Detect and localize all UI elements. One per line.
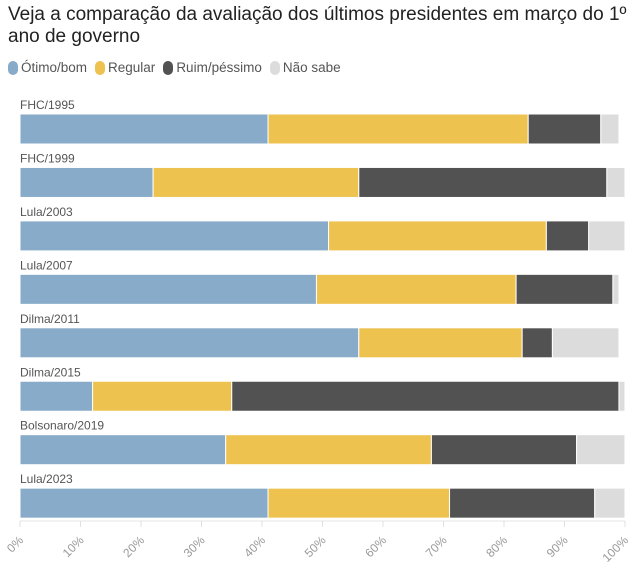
- legend-label-otimo-bom: Ótimo/bom: [21, 60, 88, 75]
- bar-segment[interactable]: [527, 113, 602, 145]
- legend-label-regular: Regular: [108, 60, 156, 75]
- bar-segment[interactable]: [267, 113, 529, 145]
- category-label: Lula/2023: [20, 472, 73, 486]
- legend-swatch-ruim-pessimo: [163, 60, 174, 75]
- x-tick-label: 30%: [181, 533, 208, 560]
- category-label: Dilma/2011: [20, 312, 80, 326]
- bar-segment[interactable]: [430, 434, 578, 466]
- bar-segment[interactable]: [152, 166, 360, 198]
- bar-segment[interactable]: [19, 434, 227, 466]
- bar-segment[interactable]: [606, 166, 626, 198]
- x-tick-label: 50%: [302, 533, 329, 560]
- bar-segment[interactable]: [551, 327, 620, 359]
- bar-segment[interactable]: [545, 220, 590, 252]
- x-tick-label: 20%: [120, 533, 147, 560]
- bar-segment[interactable]: [358, 327, 523, 359]
- bar-segment[interactable]: [19, 487, 269, 519]
- bar-segment[interactable]: [315, 273, 517, 305]
- legend-item-ruim-pessimo[interactable]: Ruim/péssimo: [163, 60, 262, 75]
- bar-segment[interactable]: [612, 273, 620, 305]
- chart-title: Veja a comparação da avaliação dos últim…: [8, 4, 627, 47]
- legend-item-otimo-bom[interactable]: Ótimo/bom: [8, 60, 87, 75]
- bar-segment[interactable]: [19, 380, 94, 412]
- legend: Ótimo/bom Regular Ruim/péssimo Não sabe: [8, 60, 341, 75]
- bar-segment[interactable]: [594, 487, 626, 519]
- legend-swatch-otimo-bom: [8, 60, 18, 75]
- bar-segment[interactable]: [588, 220, 626, 252]
- bar-segment[interactable]: [225, 434, 432, 466]
- bar-segment[interactable]: [358, 166, 608, 198]
- legend-label-ruim-pessimo: Ruim/péssimo: [176, 60, 262, 75]
- category-label: FHC/1999: [20, 151, 75, 165]
- category-label: Bolsonaro/2019: [20, 419, 104, 433]
- legend-item-nao-sabe[interactable]: Não sabe: [269, 60, 341, 75]
- legend-swatch-regular: [95, 60, 106, 75]
- bar-segment[interactable]: [231, 380, 620, 412]
- bar-segment[interactable]: [19, 166, 154, 198]
- x-tick-label: 60%: [362, 533, 389, 560]
- bar-segment[interactable]: [19, 113, 269, 145]
- x-tick-label: 80%: [483, 533, 510, 560]
- category-label: Lula/2007: [20, 258, 73, 272]
- x-tick-label: 90%: [544, 533, 571, 560]
- bar-segment[interactable]: [576, 434, 626, 466]
- category-label: Lula/2003: [20, 205, 73, 219]
- bar-segment[interactable]: [328, 220, 547, 252]
- bar-segment[interactable]: [449, 487, 596, 519]
- x-tick-label: 100%: [600, 533, 632, 563]
- category-label: FHC/1995: [20, 98, 75, 112]
- bar-segment[interactable]: [19, 327, 360, 359]
- bar-segment[interactable]: [600, 113, 620, 145]
- legend-item-regular[interactable]: Regular: [95, 60, 155, 75]
- x-tick-label: 40%: [241, 533, 268, 560]
- x-tick-label: 0%: [4, 533, 26, 555]
- bar-segment[interactable]: [618, 380, 626, 412]
- bar-segment[interactable]: [515, 273, 614, 305]
- bar-segment[interactable]: [92, 380, 233, 412]
- bar-segment[interactable]: [19, 220, 330, 252]
- x-tick-label: 10%: [60, 533, 87, 560]
- bar-segment[interactable]: [19, 273, 317, 305]
- x-tick-label: 70%: [423, 533, 450, 560]
- legend-label-nao-sabe: Não sabe: [282, 60, 341, 75]
- category-label: Dilma/2015: [20, 365, 81, 379]
- bar-segment[interactable]: [521, 327, 553, 359]
- legend-swatch-nao-sabe: [269, 60, 280, 75]
- bar-segment[interactable]: [267, 487, 451, 519]
